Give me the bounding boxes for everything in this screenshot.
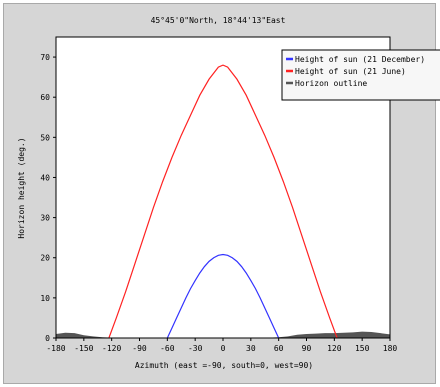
- legend-item-21-june-label: Height of sun (21 June): [295, 67, 406, 76]
- y-tick-label: 0: [45, 334, 50, 343]
- y-axis-label: Horizon height (deg.): [17, 137, 26, 238]
- x-axis-label: Azimuth (east =-90, south=0, west=90): [135, 361, 313, 370]
- y-tick-label: 30: [40, 214, 50, 223]
- x-tick-label: 180: [383, 344, 398, 353]
- y-axis: 0 10 20 30 40 50 60 70: [40, 53, 56, 343]
- x-tick-label: -150: [74, 344, 93, 353]
- series-layer: [108, 64, 338, 339]
- series-line-21-december: [166, 253, 280, 339]
- y-tick-label: 50: [40, 133, 50, 142]
- legend-item-horizon-label: Horizon outline: [295, 79, 367, 88]
- y-tick-label: 10: [40, 294, 50, 303]
- x-tick-label: 120: [327, 344, 342, 353]
- x-tick-label: -120: [102, 344, 121, 353]
- x-tick-label: -60: [160, 344, 175, 353]
- legend-item-21-december-label: Height of sun (21 December): [295, 55, 425, 64]
- x-tick-label: 60: [274, 344, 284, 353]
- y-tick-label: 60: [40, 93, 50, 102]
- x-tick-label: -180: [46, 344, 65, 353]
- series-line-21-june: [108, 64, 338, 339]
- horizon-outline-fill: [56, 331, 390, 338]
- x-tick-label: 0: [221, 344, 226, 353]
- x-tick-label: -30: [188, 344, 203, 353]
- chart-legend: Height of sun (21 December) Height of sun…: [281, 49, 440, 101]
- y-tick-label: 70: [40, 53, 50, 62]
- x-tick-label: -90: [132, 344, 147, 353]
- horizon-fill-layer: [56, 331, 390, 338]
- y-tick-label: 40: [40, 173, 50, 182]
- x-tick-label: 90: [302, 344, 312, 353]
- x-axis: -180 -150 -120 -90 -60 -30 0 30 60 90 120 150 180: [46, 338, 397, 353]
- legend-box: [281, 49, 440, 101]
- y-tick-label: 20: [40, 254, 50, 263]
- chart-title: 45°45'0"North, 18°44'13"East: [151, 16, 286, 25]
- x-tick-label: 150: [355, 344, 370, 353]
- x-tick-label: 30: [246, 344, 256, 353]
